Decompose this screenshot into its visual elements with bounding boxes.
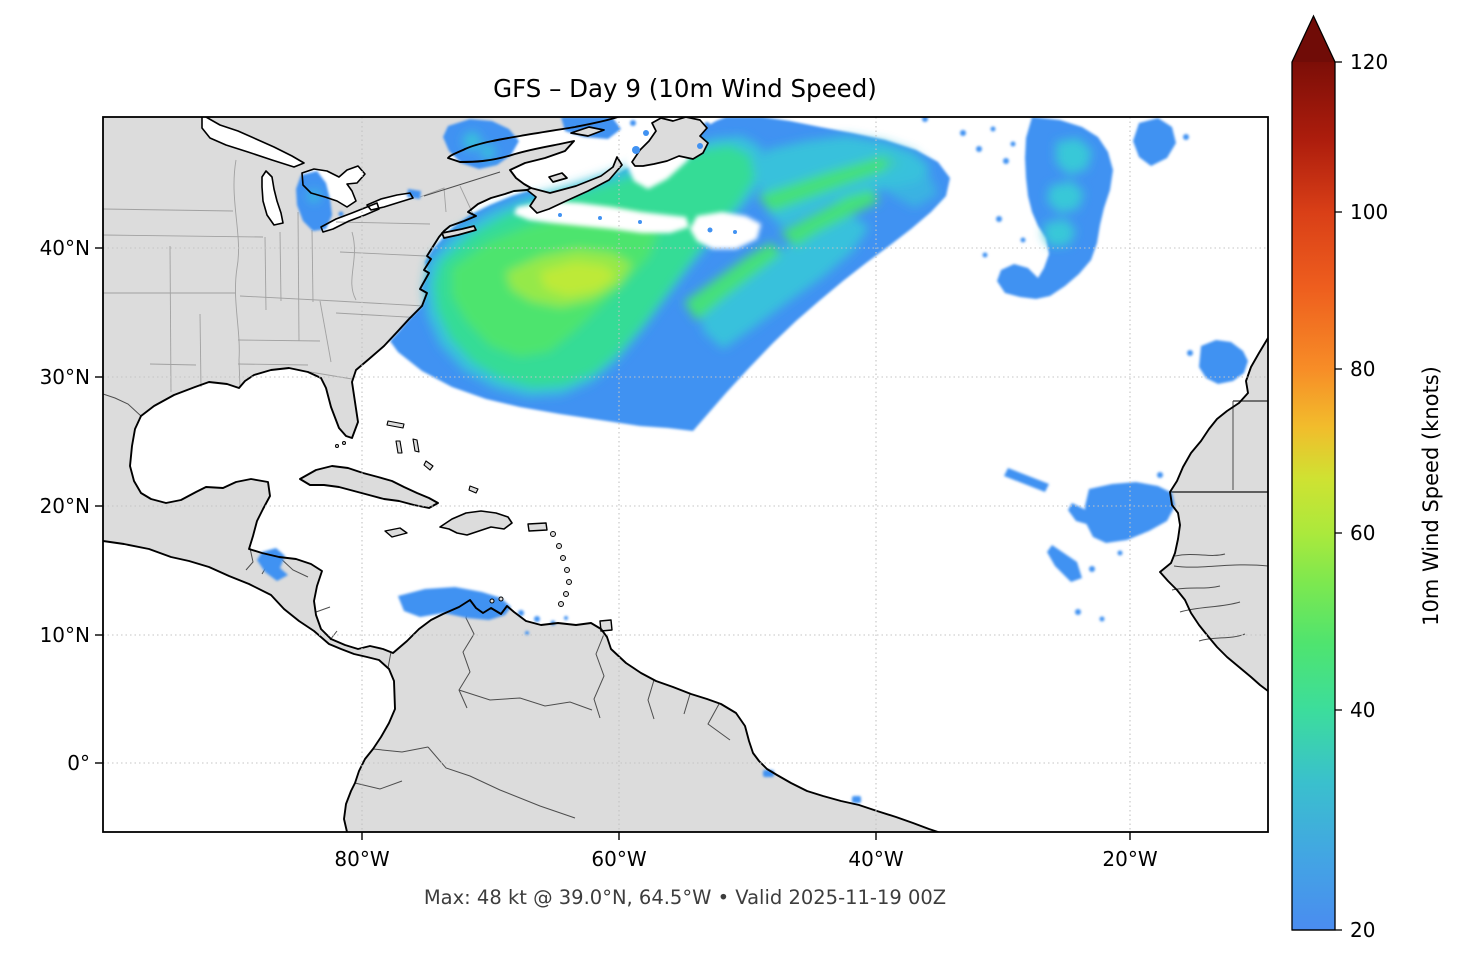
cbar-tick-120: 120 [1350, 50, 1388, 74]
cbar-tick-20: 20 [1350, 918, 1375, 942]
colorbar-gradient [1292, 62, 1335, 930]
cbar-tick-40: 40 [1350, 698, 1375, 722]
x-tick-60w: 60°W [591, 847, 646, 871]
y-tick-40n: 40°N [40, 236, 90, 260]
page-title: GFS – Day 9 (10m Wind Speed) [493, 74, 877, 103]
colorbar-label: 10m Wind Speed (knots) [1419, 366, 1443, 626]
country-borders [103, 171, 1268, 819]
y-tick-0: 0° [67, 751, 90, 775]
x-tick-40w: 40°W [848, 847, 903, 871]
wind-dots-newfoundland [632, 130, 703, 154]
state-borders [103, 159, 474, 393]
cbar-tick-100: 100 [1350, 200, 1388, 224]
colorbar-extend-arrow [1292, 16, 1335, 62]
cbar-tick-60: 60 [1350, 521, 1375, 545]
y-tick-30n: 30°N [40, 365, 90, 389]
map-frame [102, 116, 1269, 833]
y-tick-10n: 10°N [40, 623, 90, 647]
y-tick-20n: 20°N [40, 494, 90, 518]
gridline-layer [103, 117, 1268, 832]
x-tick-20w: 20°W [1102, 847, 1157, 871]
cbar-tick-80: 80 [1350, 357, 1375, 381]
caption-text: Max: 48 kt @ 39.0°N, 64.5°W • Valid 2025… [424, 886, 946, 909]
axis-ticks [95, 247, 1131, 840]
colorbar: 120 100 80 60 40 20 10m Wind Speed (knot… [1291, 14, 1443, 942]
coastline-layer [103, 117, 1268, 832]
maritime-land-overlay [441, 117, 709, 239]
x-tick-80w: 80°W [334, 847, 389, 871]
